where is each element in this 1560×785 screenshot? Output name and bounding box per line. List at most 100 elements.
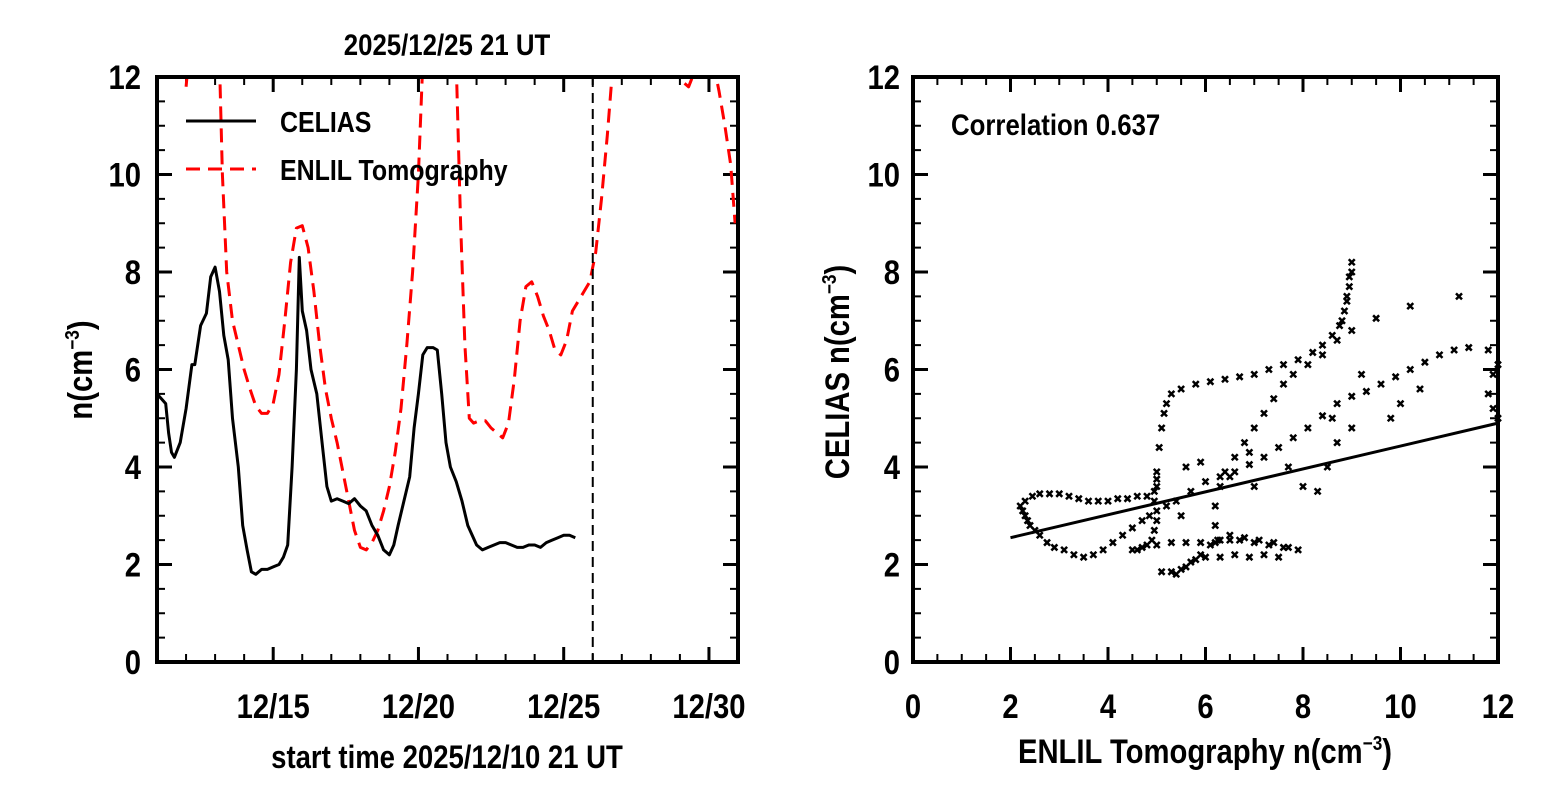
scatter-point — [1143, 541, 1151, 549]
right-y-tick-labels: 0 2 4 6 8 10 12 — [867, 58, 900, 682]
scatter-point — [1196, 538, 1205, 547]
scatter-point — [1182, 463, 1190, 471]
enlil-tomography-line-segment — [680, 77, 695, 89]
scatter-point — [1128, 524, 1137, 532]
scatter-point — [1108, 538, 1117, 547]
right-y-tick-label: 12 — [867, 58, 900, 97]
scatter-point — [1489, 370, 1498, 379]
scatter-point — [1484, 346, 1493, 354]
scatter-point — [1201, 553, 1210, 562]
scatter-point — [1150, 487, 1159, 496]
right-x-tick-label: 4 — [1100, 687, 1117, 726]
scatter-point — [1345, 272, 1354, 281]
scatter-point — [1235, 372, 1244, 381]
scatter-point — [1279, 543, 1288, 552]
scatter-point — [1155, 443, 1164, 452]
scatter-point — [1152, 482, 1161, 491]
scatter-point — [1084, 497, 1093, 506]
scatter-point — [1435, 350, 1444, 359]
right-x-tick-label: 8 — [1295, 687, 1311, 726]
scatter-point — [1167, 567, 1176, 576]
left-x-tick-label: 12/20 — [382, 687, 455, 726]
left-x-tick-labels: 12/15 12/20 12/25 12/30 — [237, 687, 746, 726]
scatter-point — [1182, 563, 1190, 571]
scatter-point — [1118, 531, 1127, 540]
left-y-tick-label: 0 — [125, 643, 141, 682]
right-x-tick-label: 12 — [1482, 687, 1515, 726]
scatter-point — [1347, 268, 1356, 276]
scatter-point — [1245, 460, 1254, 469]
scatter-point — [1157, 567, 1166, 576]
scatter-point — [1143, 492, 1151, 501]
scatter-point — [1269, 538, 1278, 547]
scatter-point — [1279, 380, 1288, 389]
scatter-point — [1279, 360, 1288, 369]
scatter-point — [1128, 545, 1137, 554]
scatter-point — [1094, 497, 1103, 506]
left-x-tick-label: 12/30 — [672, 687, 745, 726]
scatter-point — [1050, 543, 1059, 552]
left-series-group — [157, 77, 737, 576]
scatter-point — [1284, 463, 1293, 471]
scatter-point — [1347, 424, 1356, 432]
scatter-point — [1021, 511, 1030, 520]
scatter-point — [1289, 433, 1298, 442]
scatter-point — [1162, 399, 1171, 408]
right-y-tick-label: 10 — [867, 155, 900, 194]
scatter-point — [1160, 409, 1168, 418]
scatter-point — [1416, 385, 1424, 393]
scatter-point — [1289, 370, 1298, 379]
scatter-point — [1240, 533, 1249, 542]
scatter-point — [1177, 385, 1186, 393]
scatter-point — [1338, 316, 1346, 325]
scatter-point — [1074, 494, 1083, 503]
scatter-point — [1123, 494, 1132, 503]
scatter-point — [1245, 448, 1254, 457]
left-y-tick-label: 6 — [125, 350, 141, 389]
left-chart-title: 2025/12/25 21 UT — [344, 28, 550, 61]
scatter-point — [1216, 472, 1225, 481]
scatter-point — [1318, 350, 1327, 359]
right-y-tick-label: 0 — [884, 643, 900, 682]
right-chart: 0 2 4 6 8 10 12 0 2 4 6 8 10 12 Correlation 0.637 EN… — [818, 58, 1514, 771]
scatter-point — [1269, 394, 1278, 403]
scatter-point — [1377, 380, 1385, 389]
scatter-point — [1372, 314, 1381, 323]
right-x-tick-label: 2 — [1002, 687, 1018, 726]
left-x-axis-label: start time 2025/12/10 21 UT — [271, 740, 623, 775]
scatter-point — [1230, 453, 1239, 462]
regression-line — [1010, 421, 1499, 540]
scatter-point — [1035, 489, 1044, 498]
scatter-point — [1406, 365, 1415, 374]
scatter-point — [1303, 360, 1312, 369]
scatter-point — [1065, 492, 1073, 501]
scatter-point — [1347, 392, 1356, 401]
scatter-point — [1211, 521, 1220, 530]
right-y-tick-label: 6 — [884, 350, 900, 389]
right-x-tick-label: 6 — [1197, 687, 1213, 726]
scatter-point — [1167, 389, 1176, 398]
left-y-tick-label: 2 — [125, 545, 141, 584]
enlil-tomography-line-segment — [218, 77, 424, 552]
right-plot-frame — [911, 75, 1500, 664]
right-x-axis-label: ENLIL Tomography n(cm−3) — [1018, 732, 1392, 771]
scatter-point — [1069, 550, 1078, 559]
scatter-point — [1260, 550, 1268, 559]
scatter-point — [1484, 389, 1493, 398]
scatter-point — [1162, 502, 1171, 510]
scatter-point — [1211, 502, 1220, 510]
right-x-tick-label: 0 — [905, 687, 921, 726]
scatter-point — [1079, 553, 1088, 562]
scatter-point — [1089, 550, 1098, 559]
scatter-point — [1021, 497, 1030, 506]
left-y-tick-label: 10 — [108, 155, 141, 194]
scatter-point — [1274, 553, 1283, 562]
scatter-point — [1152, 467, 1161, 476]
scatter-point — [1318, 341, 1327, 350]
scatter-point — [1335, 321, 1344, 330]
scatter-point — [1152, 541, 1161, 549]
scatter-point — [1182, 538, 1190, 547]
scatter-point — [1489, 404, 1498, 413]
scatter-point — [1450, 346, 1459, 354]
